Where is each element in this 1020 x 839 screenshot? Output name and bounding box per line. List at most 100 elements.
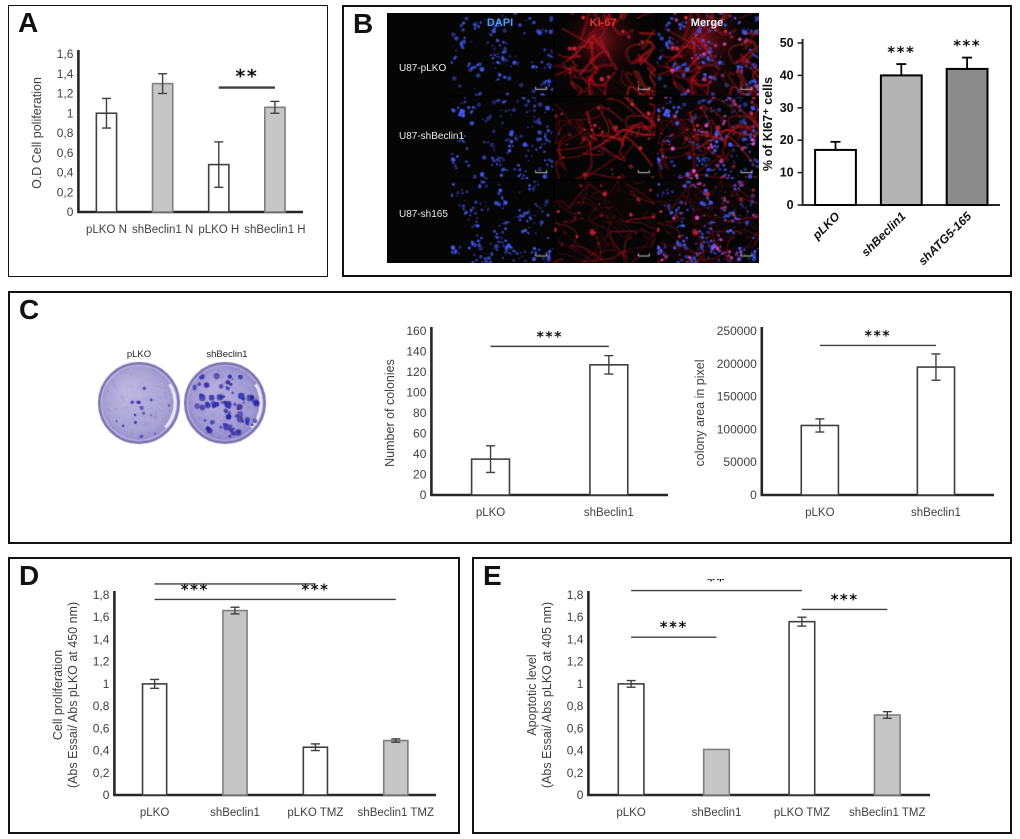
svg-text:40: 40 (413, 447, 427, 461)
x-axis-label: shATG5-165 (915, 209, 974, 267)
svg-text:0,6: 0,6 (57, 146, 74, 160)
x-axis-label: pLKO N (86, 224, 127, 236)
svg-text:0,2: 0,2 (57, 185, 74, 199)
y-axis-label: Number of colonies (383, 359, 397, 467)
x-axis-label: shBeclin1 (911, 507, 961, 519)
svg-text:1: 1 (577, 677, 584, 691)
dish-label-shbeclin1: shBeclin1 (206, 349, 248, 360)
x-axis-label: shBeclin1 (584, 507, 634, 519)
bar (382, 739, 409, 796)
svg-text:0,2: 0,2 (567, 766, 584, 780)
svg-text:0,8: 0,8 (93, 699, 110, 713)
bar-chart-svg: 0 50000 100000 150000 200000 250000 colony are… (693, 324, 994, 519)
svg-text:1,6: 1,6 (567, 610, 584, 624)
x-axis-label: pLKO H (198, 224, 239, 236)
significance-stars: *** (660, 618, 688, 636)
svg-text:1,4: 1,4 (93, 632, 110, 646)
x-axis-label: pLKO (476, 507, 505, 519)
x-axis-label: pLKO (140, 807, 169, 819)
significance-stars: *** (831, 590, 859, 608)
microscopy-panel: DAPI Ki-67 Merge U87-pLKO U87-shBeclin1 … (387, 13, 759, 263)
x-axis-label: shBeclin1 (858, 209, 908, 259)
panel-c-colonies-chart: 0 20 40 60 80 100 120 140 160 Number of colonies p… (382, 315, 682, 529)
svg-text:100: 100 (406, 386, 426, 400)
bar (589, 364, 629, 496)
x-axis-label: shBeclin1 TMZ (358, 807, 434, 819)
svg-text:60: 60 (413, 427, 427, 441)
bar (264, 106, 286, 213)
y-axis-label: colony area in pixel (693, 359, 707, 466)
bar-chart-svg: 0 0,2 0,4 0,6 0,8 1 1,2 1,4 1,6 1,8 Apoptotic leve… (525, 572, 930, 819)
significance-stars: *** (536, 329, 562, 345)
bar (151, 82, 174, 213)
bar (617, 683, 645, 796)
significance-stars: *** (887, 43, 915, 61)
svg-text:0: 0 (103, 788, 110, 802)
bar-chart-svg: 0 0,2 0,4 0,6 0,8 1 1,2 1,4 1,6 O.D Cell polifera… (30, 47, 306, 236)
bar (788, 620, 816, 796)
svg-text:200000: 200000 (717, 357, 757, 371)
svg-text:0: 0 (420, 488, 427, 502)
y-axis-label: O.D Cell poliferation (30, 77, 44, 189)
x-axis-label: pLKO (805, 507, 834, 519)
significance-stars: *** (301, 580, 329, 598)
microscopy-image (387, 13, 759, 263)
panel-b-letter: B (353, 8, 374, 39)
panel-d: D 0 0,2 0,4 0,6 0,8 1 1,2 1,4 1,6 1,8 Cell prolife… (8, 557, 460, 834)
panel-a-bar-chart: 0 0,2 0,4 0,6 0,8 1 1,2 1,4 1,6 O.D Cell polifera… (29, 38, 317, 246)
column-header-dapi: DAPI (486, 17, 514, 29)
panel-d-bar-chart: 0 0,2 0,4 0,6 0,8 1 1,2 1,4 1,6 1,8 Cell prolifera… (50, 565, 450, 829)
x-axis-label: shBeclin1 N (132, 224, 193, 236)
bar-chart-svg: 0 10 20 30 40 50 % of KI67⁺ cells pLKO shBeclin1… (761, 36, 1000, 268)
significance-stars: *** (221, 579, 249, 583)
bar (873, 714, 901, 796)
colony-dish-plko (95, 361, 183, 445)
svg-text:0: 0 (577, 788, 584, 802)
y-axis-label: Apoptotic level (525, 654, 539, 735)
x-axis-label: pLKO (616, 807, 645, 819)
svg-text:10: 10 (780, 166, 794, 180)
svg-text:0: 0 (787, 198, 794, 212)
svg-text:50000: 50000 (723, 455, 757, 469)
svg-text:20: 20 (413, 468, 427, 482)
svg-text:1: 1 (103, 677, 110, 691)
svg-text:50: 50 (780, 36, 794, 50)
x-axis-label: shBeclin1 H (244, 224, 305, 236)
panel-a: A 0 0,2 0,4 0,6 0,8 1 1,2 1,4 1,6 O.D Cell polife… (8, 5, 328, 277)
bar (302, 746, 329, 796)
svg-text:120: 120 (406, 365, 426, 379)
svg-text:0,4: 0,4 (567, 744, 584, 758)
x-axis-label: shBeclin1 TMZ (849, 807, 925, 819)
panel-c: C pLKO shBeclin1 0 20 40 60 80 100 120 140 160 Nu… (8, 291, 1012, 544)
bar (916, 366, 956, 496)
svg-text:1,6: 1,6 (93, 610, 110, 624)
svg-text:1,2: 1,2 (57, 87, 74, 101)
svg-text:1,4: 1,4 (57, 67, 74, 81)
significance-stars: ** (707, 579, 726, 590)
column-header-ki67: Ki-67 (589, 17, 617, 29)
panel-e: E 0 0,2 0,4 0,6 0,8 1 1,2 1,4 1,6 1,8 Apoptotic le… (472, 557, 1012, 834)
bar (222, 609, 248, 796)
significance-stars: *** (953, 37, 981, 55)
bar (141, 683, 168, 796)
svg-text:1,2: 1,2 (93, 655, 110, 669)
svg-text:250000: 250000 (717, 324, 757, 338)
bar-chart-svg: 0 0,2 0,4 0,6 0,8 1 1,2 1,4 1,6 1,8 Cell prolifera… (51, 565, 436, 819)
row-label-u87-shbeclin1: U87-shBeclin1 (399, 131, 465, 142)
svg-text:150000: 150000 (717, 390, 757, 404)
svg-text:0: 0 (67, 205, 74, 219)
panel-b-bar-chart: 0 10 20 30 40 50 % of KI67⁺ cells pLKO shBeclin1… (760, 27, 1006, 268)
svg-text:40: 40 (780, 68, 794, 82)
y-axis-label-2: (Abs Essai/ Abs pLKO at 450 nm) (66, 602, 80, 788)
svg-text:0,2: 0,2 (93, 766, 110, 780)
bar (945, 67, 989, 206)
svg-text:100000: 100000 (717, 422, 757, 436)
colony-dish-shbeclin1 (181, 361, 269, 445)
significance-stars: ** (235, 66, 258, 88)
significance-stars: *** (865, 328, 891, 344)
svg-text:0,6: 0,6 (567, 721, 584, 735)
svg-text:0,4: 0,4 (57, 166, 74, 180)
x-axis-label: shBeclin1 (210, 807, 260, 819)
panel-e-letter: E (483, 560, 502, 591)
row-label-u87-plko: U87-pLKO (399, 63, 447, 74)
